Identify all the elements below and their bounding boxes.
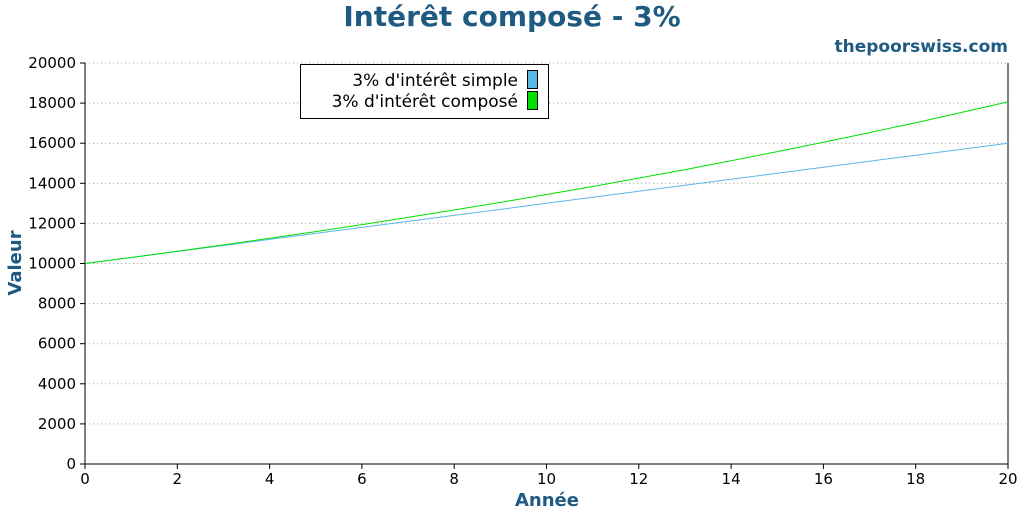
x-tick-label: 16 xyxy=(814,470,833,488)
series-line-1 xyxy=(84,142,1009,264)
axes: 0200040006000800010000120001400016000180… xyxy=(28,54,1017,488)
series-line-2 xyxy=(84,101,1009,264)
x-axis-title: Année xyxy=(515,490,579,511)
y-tick-label: 10000 xyxy=(28,255,76,273)
x-tick-label: 18 xyxy=(906,470,925,488)
y-tick-label: 12000 xyxy=(28,214,76,232)
y-tick-label: 6000 xyxy=(38,335,76,353)
x-tick-label: 8 xyxy=(449,470,459,488)
watermark-text: thepoorswiss.com xyxy=(835,37,1009,57)
x-tick-label: 10 xyxy=(537,470,556,488)
legend-swatch xyxy=(527,91,538,110)
y-axis-title: Valeur xyxy=(5,230,26,295)
chart-title: Intérêt composé - 3% xyxy=(343,0,680,33)
x-tick-label: 20 xyxy=(998,470,1017,488)
legend-swatch xyxy=(527,70,538,89)
y-tick-label: 16000 xyxy=(28,134,76,152)
y-tick-label: 18000 xyxy=(28,94,76,112)
y-tick-label: 4000 xyxy=(38,375,76,393)
y-tick-label: 8000 xyxy=(38,295,76,313)
x-tick-label: 0 xyxy=(80,470,90,488)
x-tick-label: 14 xyxy=(722,470,741,488)
legend-label: 3% d'intérêt simple xyxy=(352,71,518,91)
legend-label: 3% d'intérêt composé xyxy=(332,92,518,112)
x-tick-label: 4 xyxy=(265,470,275,488)
y-tick-label: 2000 xyxy=(38,415,76,433)
y-tick-label: 0 xyxy=(66,455,76,473)
x-tick-label: 2 xyxy=(173,470,183,488)
y-tick-label: 14000 xyxy=(28,174,76,192)
x-tick-label: 6 xyxy=(357,470,367,488)
x-tick-label: 12 xyxy=(629,470,648,488)
series-layer xyxy=(84,101,1009,264)
legend-box xyxy=(300,64,549,119)
y-tick-label: 20000 xyxy=(28,54,76,72)
